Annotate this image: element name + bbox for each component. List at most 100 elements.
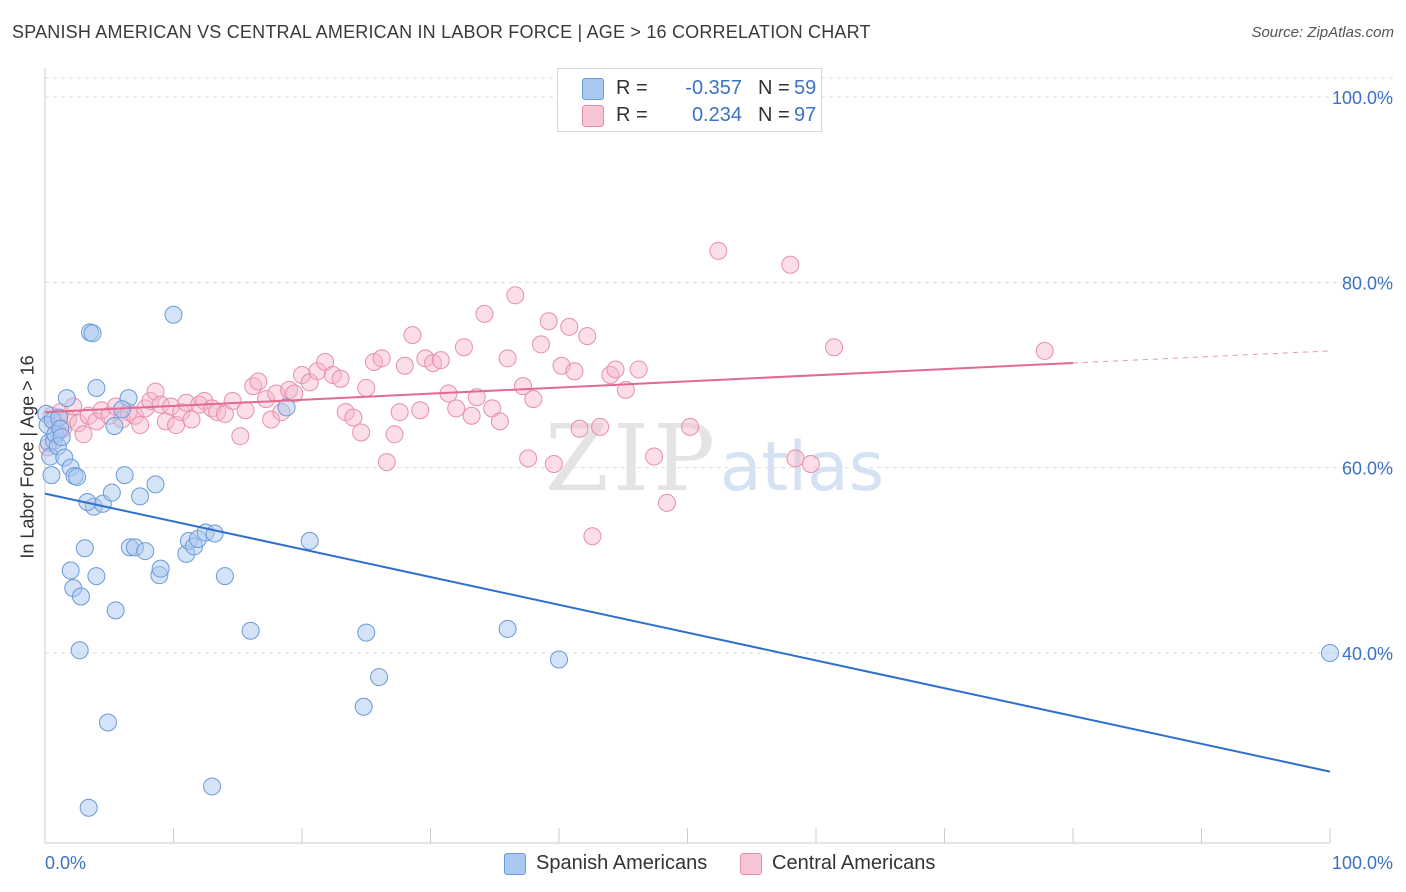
data-point-central-americans — [395, 356, 414, 375]
data-point-central-americans — [1035, 341, 1054, 360]
data-point-central-americans — [385, 425, 404, 444]
data-point-central-americans — [308, 362, 327, 381]
watermark-atlas: atlas — [720, 428, 884, 507]
data-point-central-americans — [570, 419, 589, 438]
data-point-spanish-americans — [203, 777, 222, 796]
data-point-central-americans — [231, 427, 250, 446]
data-point-central-americans — [681, 417, 700, 436]
data-point-central-americans — [657, 493, 676, 512]
data-point-spanish-americans — [52, 428, 71, 447]
data-point-central-americans — [462, 406, 481, 425]
data-point-central-americans — [490, 412, 509, 431]
data-point-central-americans — [454, 338, 473, 357]
data-point-central-americans — [131, 416, 150, 435]
data-point-central-americans — [257, 390, 276, 409]
gridlines — [45, 77, 1394, 654]
data-point-central-americans — [524, 390, 543, 409]
legend-n-value: 97 — [794, 104, 817, 126]
data-point-spanish-americans — [300, 531, 319, 550]
data-point-spanish-americans — [131, 487, 150, 506]
data-point-spanish-americans — [241, 621, 260, 640]
data-point-spanish-americans — [136, 542, 155, 561]
data-point-central-americans — [824, 338, 843, 357]
data-point-spanish-americans — [98, 713, 117, 732]
data-point-central-americans — [544, 454, 563, 473]
data-point-central-americans — [172, 403, 191, 422]
data-point-spanish-americans — [115, 466, 134, 485]
legend-n-label: N = — [758, 77, 790, 99]
data-point-spanish-americans — [550, 650, 568, 669]
data-point-spanish-americans — [57, 389, 76, 408]
trend-line-central-americans — [44, 361, 1074, 414]
data-point-central-americans — [182, 410, 201, 429]
data-point-central-americans — [223, 391, 242, 410]
data-point-central-americans — [293, 366, 311, 384]
data-point-central-americans — [411, 401, 430, 420]
legend-n-value: 59 — [794, 77, 817, 99]
bottom-legend-label: Spanish Americans — [536, 852, 708, 874]
data-point-central-americans — [74, 425, 93, 444]
data-point-spanish-americans — [79, 798, 98, 817]
data-point-central-americans — [377, 453, 396, 472]
data-point-central-americans — [519, 449, 538, 468]
data-point-spanish-americans — [102, 483, 121, 502]
data-point-central-americans — [357, 378, 376, 397]
data-point-spanish-americans — [71, 587, 90, 606]
data-point-spanish-americans — [106, 601, 125, 620]
data-point-spanish-americans — [61, 561, 80, 580]
data-point-central-americans — [801, 454, 820, 473]
data-point-central-americans — [565, 362, 584, 381]
data-point-spanish-americans — [83, 324, 102, 343]
x-tick-label: 0.0% — [45, 853, 86, 873]
data-point-central-americans — [781, 255, 800, 274]
data-point-spanish-americans — [164, 305, 183, 324]
data-point-spanish-americans — [146, 475, 165, 494]
data-point-central-americans — [285, 384, 304, 403]
data-point-central-americans — [616, 380, 635, 399]
legend-n-label: N = — [758, 104, 790, 126]
y-tick-label: 40.0% — [1342, 644, 1393, 664]
trend-line-spanish-americans — [44, 492, 1331, 773]
data-point-central-americans — [532, 335, 551, 354]
data-point-central-americans — [249, 372, 268, 391]
trend-line-central-americans-extension — [1072, 350, 1331, 364]
data-point-central-americans — [591, 417, 610, 436]
data-point-central-americans — [578, 327, 597, 346]
data-point-spanish-americans — [70, 641, 89, 660]
data-point-central-americans — [601, 366, 620, 384]
data-point-spanish-americans — [277, 398, 296, 417]
legend-r-value: -0.357 — [685, 77, 742, 99]
spanish-americans-points — [37, 305, 1339, 817]
x-tick-label: 100.0% — [1332, 853, 1393, 873]
source-note: Source: ZipAtlas.com — [1251, 24, 1394, 41]
data-point-central-americans — [475, 304, 494, 323]
y-axis-label: In Labor Force | Age > 16 — [17, 355, 38, 559]
data-point-central-americans — [583, 527, 602, 546]
data-point-spanish-americans — [354, 697, 373, 716]
data-point-central-americans — [629, 360, 648, 379]
data-point-central-americans — [331, 369, 350, 388]
legend-r-label: R = — [616, 77, 648, 99]
data-point-spanish-americans — [68, 467, 87, 486]
data-point-central-americans — [606, 360, 625, 379]
bottom-legend-swatch-blue — [504, 853, 526, 875]
legend-swatch-pink — [582, 105, 604, 127]
data-point-central-americans — [69, 414, 88, 433]
data-point-central-americans — [498, 349, 517, 368]
data-point-central-americans — [352, 423, 371, 442]
tick-labels: 40.0% 60.0% 80.0% 100.0% 0.0% 100.0% — [45, 88, 1393, 873]
data-point-spanish-americans — [87, 378, 106, 397]
data-point-central-americans — [506, 286, 525, 305]
data-point-spanish-americans — [1321, 644, 1339, 662]
data-point-central-americans — [344, 408, 363, 427]
data-point-spanish-americans — [370, 668, 389, 687]
data-point-central-americans — [431, 351, 450, 370]
bottom-legend-label: Central Americans — [772, 852, 936, 874]
data-point-central-americans — [372, 349, 391, 368]
bottom-legend-swatch-pink — [740, 853, 762, 875]
y-tick-label: 100.0% — [1332, 88, 1393, 108]
legend-r-label: R = — [616, 104, 648, 126]
data-point-central-americans — [141, 391, 160, 410]
data-point-central-americans — [390, 403, 409, 422]
